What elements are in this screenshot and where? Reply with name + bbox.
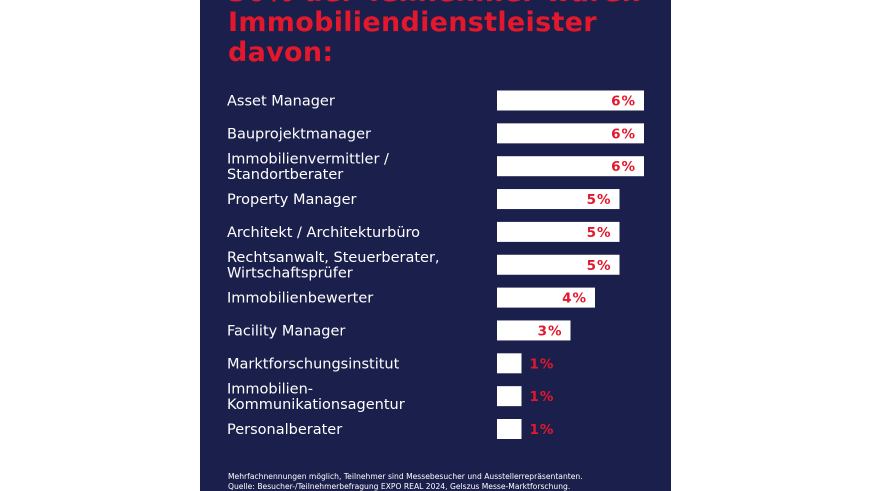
value-label: 1% [530, 422, 555, 438]
value-label: 1% [530, 389, 555, 405]
bar [497, 320, 571, 341]
value-label: 3% [538, 323, 563, 339]
value-label: 5% [587, 225, 612, 241]
category-label: Personalberater [227, 422, 342, 438]
bar [497, 156, 644, 177]
category-label: Asset Manager [227, 94, 335, 110]
value-label: 5% [587, 258, 612, 274]
category-label: Architekt / Architekturbüro [227, 225, 420, 241]
category-label: Property Manager [227, 192, 357, 208]
value-label: 6% [611, 159, 636, 175]
bar [497, 287, 595, 308]
infographic-panel: 30% der Teilnehmer waren Immobiliendiens… [200, 0, 671, 491]
bar [497, 254, 620, 275]
category-label: Immobilien-Kommunikationsagentur [227, 381, 405, 413]
category-label: Immobilienvermittler / Standortberater [227, 151, 389, 183]
footnote-line-2: Quelle: Besucher-/Teilnehmerbefragung EX… [228, 481, 571, 491]
headline: 30% der Teilnehmer waren Immobiliendiens… [228, 0, 668, 68]
category-label: Bauprojektmanager [227, 126, 371, 142]
headline-line-2: Immobiliendienstleister [228, 7, 597, 38]
bar [497, 353, 522, 374]
footnote-line-1: Mehrfachnennungen möglich, Teilnehmer si… [228, 472, 583, 481]
bar [497, 189, 620, 210]
value-label: 5% [587, 192, 612, 208]
category-label: Immobilienbewerter [227, 291, 373, 307]
value-label: 1% [530, 356, 555, 372]
headline-line-1: 30% der Teilnehmer waren [228, 0, 668, 8]
footnote: Mehrfachnennungen möglich, Teilnehmer si… [228, 472, 668, 491]
category-label: Facility Manager [227, 323, 345, 339]
bar-chart: Asset Manager 6% Bauprojektmanager 6% Immobi… [227, 90, 644, 439]
bar [497, 221, 620, 242]
headline-line-3: davon: [228, 37, 334, 68]
bar [497, 419, 522, 439]
bar [497, 123, 644, 144]
value-label: 6% [611, 126, 636, 142]
category-label: Rechtsanwalt, Steuerberater, Wirtschaftsp… [227, 250, 440, 282]
value-label: 4% [562, 291, 587, 307]
value-label: 6% [611, 94, 636, 110]
bar [497, 90, 644, 111]
category-label: Marktforschungsinstitut [227, 356, 400, 372]
bar [497, 386, 522, 407]
